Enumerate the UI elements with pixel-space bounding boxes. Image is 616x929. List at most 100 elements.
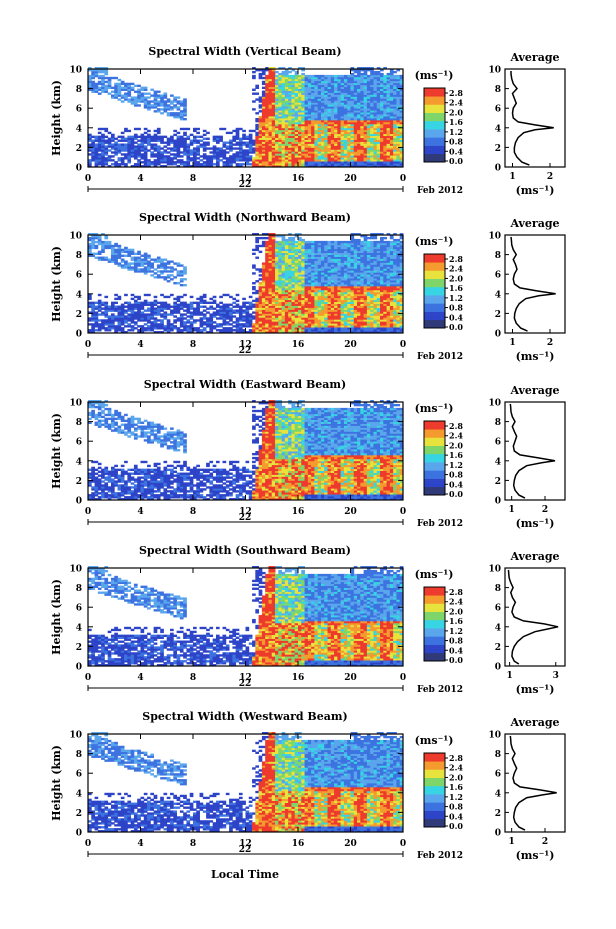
heatmap-cell xyxy=(180,136,184,138)
heatmap-cell xyxy=(150,100,154,102)
heatmap-cell xyxy=(373,71,377,73)
heatmap-cell xyxy=(147,149,151,151)
heatmap-cell xyxy=(167,304,171,306)
heatmap-cell xyxy=(154,130,158,132)
heatmap-cell xyxy=(167,266,171,268)
heatmap-cell xyxy=(141,302,145,304)
heatmap-cell xyxy=(98,136,102,138)
y-tick-label: 10 xyxy=(69,66,82,76)
heatmap-cell xyxy=(114,243,118,245)
heatmap-cell xyxy=(193,302,197,304)
heatmap-cell xyxy=(150,89,154,91)
heatmap-cell xyxy=(127,98,131,100)
colorbar-segment xyxy=(424,131,445,133)
heatmap-cell xyxy=(216,136,220,138)
heatmap-cell xyxy=(229,155,233,157)
heatmap-cell xyxy=(108,77,112,79)
heatmap-cell xyxy=(118,157,122,159)
heatmap-cell xyxy=(242,323,246,325)
heatmap-cell xyxy=(255,268,259,270)
avg-y-tick-label: 8 xyxy=(495,85,501,95)
heatmap-cell xyxy=(242,142,246,144)
colorbar-tick-label: 2.8 xyxy=(449,88,463,98)
heatmap-cell xyxy=(150,274,154,276)
heatmap-cell xyxy=(111,245,115,247)
heatmap-cell xyxy=(160,108,164,110)
heatmap-cell xyxy=(91,323,95,325)
heatmap-cell xyxy=(104,81,108,83)
heatmap-cell xyxy=(144,253,148,255)
heatmap-cell xyxy=(131,294,135,296)
colorbar-segment xyxy=(424,121,445,123)
heatmap-cell xyxy=(180,302,184,304)
heatmap-cell xyxy=(242,309,246,311)
heatmap-cell xyxy=(111,134,115,136)
heatmap-cell xyxy=(321,75,325,77)
heatmap-cell xyxy=(196,327,200,329)
heatmap-cell xyxy=(141,87,145,89)
heatmap-cell xyxy=(124,138,128,140)
heatmap-cell xyxy=(193,136,197,138)
heatmap-cell xyxy=(150,270,154,272)
heatmap-cell xyxy=(232,321,236,323)
heatmap-cell xyxy=(163,155,167,157)
chart-title: Spectral Width (Northward Beam) xyxy=(139,211,351,224)
heatmap-cell xyxy=(265,75,269,77)
heatmap-cell xyxy=(144,266,148,268)
heatmap-cell xyxy=(121,153,125,155)
heatmap-cell xyxy=(249,155,253,157)
heatmap-cell xyxy=(154,143,158,145)
heatmap-cell xyxy=(154,300,158,302)
heatmap-cell xyxy=(111,155,115,157)
heatmap-cell xyxy=(173,153,177,155)
heatmap-cell xyxy=(331,75,335,77)
heatmap-cell xyxy=(101,134,105,136)
heatmap-cell xyxy=(193,319,197,321)
colorbar-segment xyxy=(424,94,445,96)
heatmap-cell xyxy=(180,100,184,102)
heatmap-cell xyxy=(167,112,171,114)
heatmap-cell xyxy=(337,75,341,77)
heatmap-cell xyxy=(154,110,158,112)
colorbar-segment xyxy=(424,154,445,156)
colorbar-tick-label: 2.0 xyxy=(449,107,463,117)
heatmap-cell xyxy=(229,304,233,306)
heatmap-cell xyxy=(101,308,105,310)
heatmap-cell xyxy=(282,71,286,73)
heatmap-cell xyxy=(203,161,207,163)
heatmap-cell xyxy=(134,91,138,93)
heatmap-cell xyxy=(154,308,158,310)
heatmap-cell xyxy=(121,100,125,102)
heatmap-cell xyxy=(249,163,253,165)
heatmap-cell xyxy=(124,260,128,262)
heatmap-cell xyxy=(108,138,112,140)
heatmap-cell xyxy=(154,259,158,261)
colorbar-tick-label: 2.4 xyxy=(449,98,463,108)
heatmap-cell xyxy=(167,104,171,106)
heatmap-cell xyxy=(186,304,190,306)
heatmap-cell xyxy=(341,75,345,77)
heatmap-cell xyxy=(144,96,148,98)
heatmap-cell xyxy=(203,130,207,132)
heatmap-cell xyxy=(308,241,312,243)
heatmap-cell xyxy=(173,134,177,136)
heatmap-cell xyxy=(157,128,161,130)
heatmap-cell xyxy=(246,149,250,151)
heatmap-cell xyxy=(134,163,138,165)
heatmap-cell xyxy=(124,93,128,95)
heatmap-cell xyxy=(183,118,187,120)
heatmap-cell xyxy=(259,274,263,276)
heatmap-cell xyxy=(206,155,210,157)
heatmap-cell xyxy=(223,161,227,163)
heatmap-cell xyxy=(104,140,108,142)
heatmap-cell xyxy=(226,321,230,323)
heatmap-cell xyxy=(137,140,141,142)
heatmap-cell xyxy=(170,323,174,325)
heatmap-cell xyxy=(170,309,174,311)
heatmap-cell xyxy=(203,138,207,140)
heatmap-cell xyxy=(157,264,161,266)
avg-x-label: (ms⁻¹) xyxy=(516,184,555,197)
heatmap-cell xyxy=(144,136,148,138)
heatmap-cell xyxy=(232,306,236,308)
